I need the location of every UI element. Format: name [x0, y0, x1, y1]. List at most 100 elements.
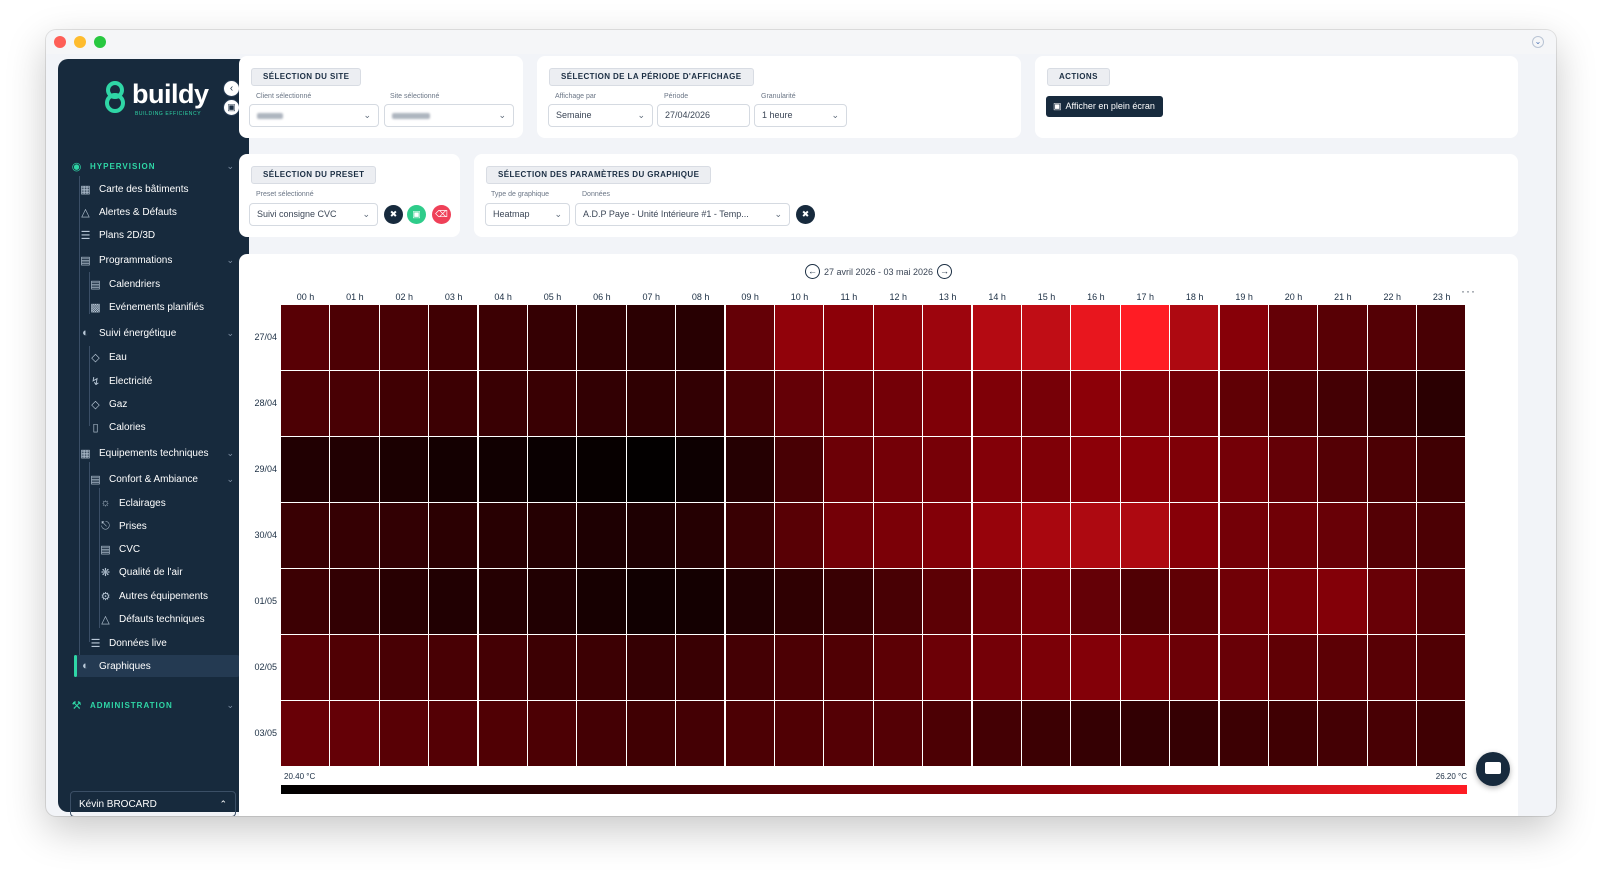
heatmap-cell[interactable] — [1417, 701, 1466, 766]
heatmap-cell[interactable] — [1417, 437, 1466, 502]
heatmap-cell[interactable] — [1170, 569, 1219, 634]
heatmap-cell[interactable] — [379, 569, 428, 634]
heatmap-cell[interactable] — [676, 371, 725, 436]
close-window-button[interactable] — [54, 36, 66, 48]
heatmap-cell[interactable] — [824, 635, 873, 700]
heatmap-cell[interactable] — [725, 569, 774, 634]
heatmap-cell[interactable] — [1170, 635, 1219, 700]
chat-button[interactable] — [1476, 752, 1510, 786]
site-select[interactable]: ⌄ — [384, 104, 514, 127]
heatmap-cell[interactable] — [478, 305, 527, 370]
heatmap-cell[interactable] — [478, 437, 527, 502]
heatmap-cell[interactable] — [429, 437, 478, 502]
sidebar-item-autres[interactable]: ⚙ Autres équipements — [100, 590, 208, 603]
heatmap-cell[interactable] — [1071, 635, 1120, 700]
heatmap-cell[interactable] — [1120, 371, 1169, 436]
heatmap-cell[interactable] — [725, 503, 774, 568]
heatmap-cell[interactable] — [1269, 569, 1318, 634]
heatmap-cell[interactable] — [577, 701, 626, 766]
heatmap-cell[interactable] — [626, 569, 675, 634]
heatmap-cell[interactable] — [1022, 371, 1071, 436]
window-chevron-down-icon[interactable]: ⌄ — [1532, 36, 1544, 48]
sidebar-item-prises[interactable]: ⎋ Prises — [99, 516, 147, 536]
heatmap-cell[interactable] — [1170, 305, 1219, 370]
heatmap-cell[interactable] — [775, 569, 824, 634]
heatmap-cell[interactable] — [1120, 701, 1169, 766]
heatmap-cell[interactable] — [330, 569, 379, 634]
more-options-icon[interactable]: ··· — [1461, 284, 1476, 298]
heatmap-cell[interactable] — [528, 371, 577, 436]
heatmap-cell[interactable] — [972, 569, 1021, 634]
sidebar-item-cvc[interactable]: ▤ CVC — [100, 543, 141, 556]
next-period-button[interactable]: → — [937, 264, 953, 279]
heatmap-cell[interactable] — [1219, 569, 1268, 634]
sidebar-item-confort[interactable]: ▤ Confort & Ambiance ⌄ — [90, 473, 234, 486]
clear-data-button[interactable]: ✖ — [796, 205, 815, 224]
heatmap-cell[interactable] — [1367, 437, 1416, 502]
heatmap-cell[interactable] — [676, 569, 725, 634]
heatmap-cell[interactable] — [1219, 701, 1268, 766]
heatmap-cell[interactable] — [577, 305, 626, 370]
heatmap-cell[interactable] — [281, 701, 330, 766]
heatmap-cell[interactable] — [824, 371, 873, 436]
heatmap-cell[interactable] — [873, 635, 922, 700]
heatmap-cell[interactable] — [1071, 371, 1120, 436]
heatmap-cell[interactable] — [1170, 371, 1219, 436]
heatmap-cell[interactable] — [379, 701, 428, 766]
heatmap-cell[interactable] — [626, 437, 675, 502]
heatmap-cell[interactable] — [429, 371, 478, 436]
heatmap-cell[interactable] — [972, 701, 1021, 766]
delete-preset-button[interactable]: ⌫ — [432, 205, 451, 224]
heatmap-cell[interactable] — [528, 437, 577, 502]
heatmap-cell[interactable] — [923, 503, 972, 568]
heatmap-cell[interactable] — [528, 635, 577, 700]
clear-preset-button[interactable]: ✖ — [384, 205, 403, 224]
heatmap-cell[interactable] — [1269, 371, 1318, 436]
heatmap-cell[interactable] — [775, 503, 824, 568]
heatmap-cell[interactable] — [429, 503, 478, 568]
heatmap-cell[interactable] — [775, 701, 824, 766]
heatmap-cell[interactable] — [626, 503, 675, 568]
previous-period-button[interactable]: ← — [804, 264, 820, 279]
heatmap-cell[interactable] — [775, 305, 824, 370]
heatmap-cell[interactable] — [923, 635, 972, 700]
heatmap-cell[interactable] — [1318, 701, 1367, 766]
affichage-select[interactable]: Semaine ⌄ — [548, 104, 653, 127]
heatmap-cell[interactable] — [1120, 635, 1169, 700]
heatmap-cell[interactable] — [725, 437, 774, 502]
heatmap-cell[interactable] — [1022, 437, 1071, 502]
heatmap-cell[interactable] — [429, 701, 478, 766]
heatmap-cell[interactable] — [1318, 569, 1367, 634]
heatmap-cell[interactable] — [676, 503, 725, 568]
heatmap-cell[interactable] — [676, 305, 725, 370]
sidebar-item-defauts[interactable]: △ Défauts techniques — [99, 609, 204, 629]
heatmap-cell[interactable] — [330, 305, 379, 370]
heatmap-cell[interactable] — [1269, 437, 1318, 502]
heatmap-cell[interactable] — [824, 305, 873, 370]
heatmap-cell[interactable] — [528, 503, 577, 568]
heatmap-cell[interactable] — [676, 635, 725, 700]
heatmap-cell[interactable] — [1367, 305, 1416, 370]
heatmap-cell[interactable] — [775, 437, 824, 502]
heatmap-cell[interactable] — [1022, 569, 1071, 634]
sidebar-item-suivi[interactable]: ◐ Suivi énergétique ⌄ — [79, 323, 234, 343]
heatmap-cell[interactable] — [1367, 701, 1416, 766]
heatmap-cell[interactable] — [281, 635, 330, 700]
heatmap-cell[interactable] — [528, 305, 577, 370]
heatmap-cell[interactable] — [626, 635, 675, 700]
heatmap-cell[interactable] — [478, 569, 527, 634]
heatmap-cell[interactable] — [478, 503, 527, 568]
heatmap-cell[interactable] — [1120, 569, 1169, 634]
heatmap-cell[interactable] — [1318, 503, 1367, 568]
heatmap-cell[interactable] — [1417, 569, 1466, 634]
heatmap-cell[interactable] — [429, 305, 478, 370]
heatmap-cell[interactable] — [330, 437, 379, 502]
heatmap-cell[interactable] — [478, 701, 527, 766]
heatmap-cell[interactable] — [824, 503, 873, 568]
heatmap-cell[interactable] — [1367, 371, 1416, 436]
periode-input[interactable]: 27/04/2026 — [657, 104, 750, 127]
heatmap-cell[interactable] — [281, 437, 330, 502]
heatmap-cell[interactable] — [824, 569, 873, 634]
preset-select[interactable]: Suivi consigne CVC ⌄ — [249, 203, 378, 226]
heatmap-cell[interactable] — [1071, 701, 1120, 766]
